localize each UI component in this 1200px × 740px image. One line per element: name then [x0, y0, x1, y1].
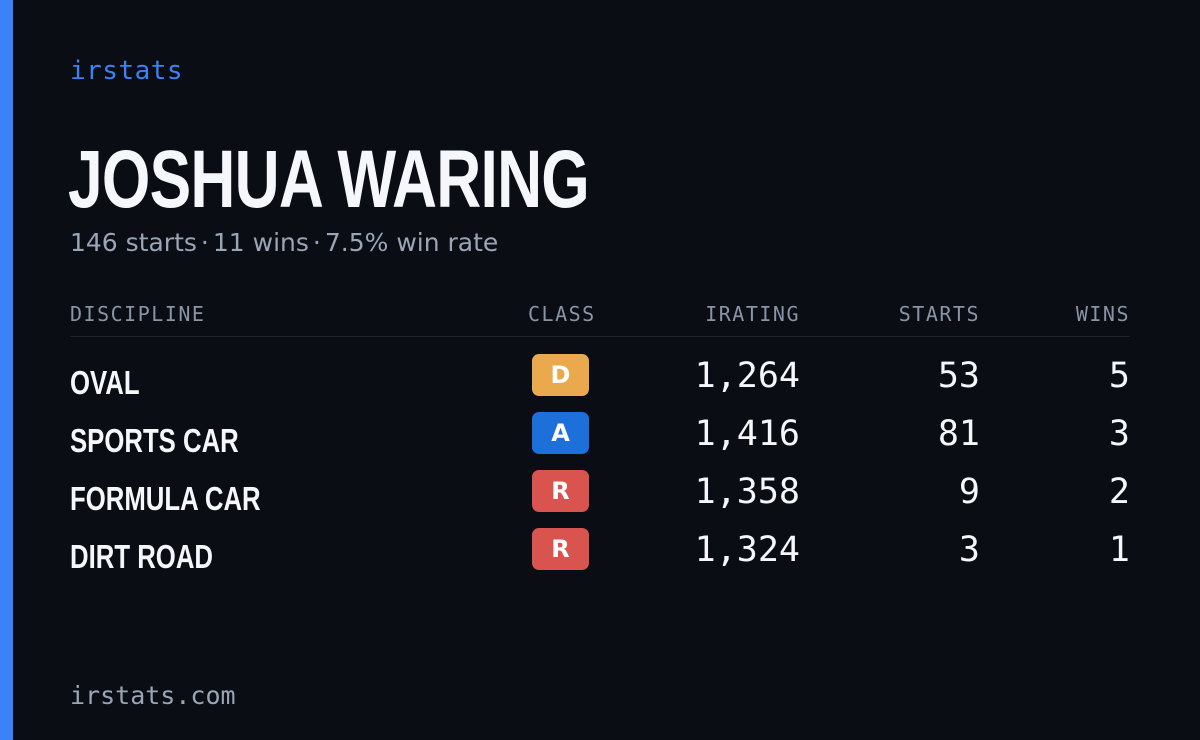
summary-wins: 11 wins [212, 228, 309, 257]
stats-table-header: DISCIPLINE CLASS IRATING STARTS WINS [70, 300, 1130, 337]
summary-starts: 146 starts [70, 228, 197, 257]
driver-summary: 146 starts · 11 wins · 7.5% win rate [70, 228, 498, 257]
irating-value: 1,324 [694, 530, 800, 570]
wins-value: 1 [1108, 530, 1130, 570]
license-class-badge: R [532, 470, 589, 512]
footer-site-url[interactable]: irstats.com [70, 681, 236, 710]
license-class-badge: A [532, 412, 589, 454]
summary-win-rate: 7.5% win rate [324, 228, 499, 257]
starts-value: 81 [937, 414, 980, 454]
column-header-discipline: DISCIPLINE [70, 302, 206, 326]
driver-name: JOSHUA WARING [68, 134, 590, 225]
summary-separator: · [312, 228, 321, 257]
discipline-name: DIRT ROAD [70, 538, 213, 575]
wins-value: 3 [1108, 414, 1130, 454]
summary-separator: · [200, 228, 209, 257]
brand-logo-text[interactable]: irstats [70, 56, 184, 86]
column-header-starts: STARTS [898, 302, 980, 326]
wins-value: 2 [1108, 472, 1130, 512]
table-row: DIRT ROAD R 1,324 3 1 [70, 528, 1130, 586]
starts-value: 53 [937, 356, 980, 396]
accent-bar [0, 0, 13, 740]
column-header-class: CLASS [528, 302, 596, 326]
starts-value: 3 [958, 530, 980, 570]
table-row: OVAL D 1,264 53 5 [70, 354, 1130, 412]
irating-value: 1,264 [694, 356, 800, 396]
column-header-wins: WINS [1075, 302, 1130, 326]
column-header-irating: IRATING [705, 302, 800, 326]
discipline-name: OVAL [70, 364, 140, 401]
discipline-name: FORMULA CAR [70, 480, 261, 517]
table-row: FORMULA CAR R 1,358 9 2 [70, 470, 1130, 528]
irating-value: 1,358 [694, 472, 800, 512]
license-class-badge: D [532, 354, 589, 396]
discipline-name: SPORTS CAR [70, 422, 239, 459]
starts-value: 9 [958, 472, 980, 512]
table-row: SPORTS CAR A 1,416 81 3 [70, 412, 1130, 470]
license-class-badge: R [532, 528, 589, 570]
wins-value: 5 [1108, 356, 1130, 396]
irating-value: 1,416 [694, 414, 800, 454]
